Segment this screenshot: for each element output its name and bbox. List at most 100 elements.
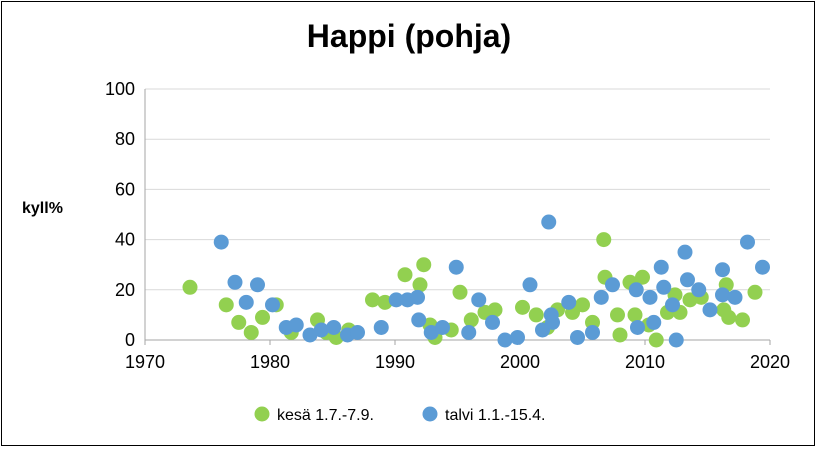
data-point	[448, 259, 464, 275]
data-point	[515, 299, 530, 315]
y-tick-label: 0	[125, 330, 135, 350]
x-tick-label: 2010	[625, 352, 665, 372]
data-point	[627, 307, 643, 323]
data-point	[213, 234, 229, 250]
data-point	[452, 284, 468, 300]
data-point	[497, 332, 513, 348]
data-point	[487, 302, 503, 318]
y-tick-label: 40	[115, 230, 135, 250]
data-point	[630, 319, 645, 335]
data-point	[412, 277, 428, 293]
y-tick-label: 20	[115, 280, 135, 300]
data-point	[648, 332, 664, 348]
data-point	[593, 289, 609, 305]
data-point	[570, 329, 585, 345]
data-point	[435, 319, 450, 335]
data-point	[313, 322, 329, 338]
data-point	[461, 324, 477, 340]
data-point	[522, 277, 538, 293]
data-point	[373, 319, 389, 335]
data-point	[715, 262, 730, 278]
x-tick-labels: 1970 1980 1990 2000 2010 2020	[125, 352, 790, 372]
data-point	[677, 244, 693, 260]
data-point	[250, 277, 265, 293]
data-point	[397, 267, 413, 283]
data-point	[410, 289, 425, 305]
data-point	[735, 312, 750, 328]
data-point	[646, 314, 662, 330]
x-tick-label: 1980	[250, 352, 290, 372]
y-tick-label: 80	[115, 129, 135, 149]
data-point	[747, 284, 763, 300]
data-point	[635, 269, 650, 285]
data-point	[682, 292, 698, 308]
data-point	[377, 294, 393, 310]
data-point	[605, 277, 620, 293]
data-point	[680, 272, 695, 288]
data-point	[561, 294, 577, 310]
y-axis-label: kyll%	[22, 200, 63, 217]
data-point	[575, 297, 590, 313]
data-point	[727, 289, 743, 305]
data-point	[628, 282, 644, 298]
y-tick-label: 60	[115, 179, 135, 199]
data-point	[238, 294, 254, 310]
axes	[144, 89, 771, 345]
chart-title: Happi (pohja)	[306, 18, 512, 54]
legend-label: talvi 1.1.-15.4.	[445, 407, 546, 424]
y-tick-label: 100	[105, 79, 135, 99]
data-point	[653, 259, 669, 275]
data-point	[471, 292, 487, 308]
data-points	[182, 214, 770, 348]
data-point	[528, 307, 544, 323]
data-point	[485, 314, 500, 330]
gridlines	[145, 88, 770, 291]
data-point	[302, 327, 318, 343]
legend-marker	[422, 406, 438, 422]
data-point	[702, 302, 718, 318]
data-point	[755, 259, 770, 275]
data-point	[463, 312, 479, 328]
data-point	[721, 309, 737, 325]
x-tick-label: 2020	[750, 352, 790, 372]
data-point	[585, 324, 600, 340]
x-tick-label: 1990	[375, 352, 415, 372]
data-point	[668, 332, 684, 348]
data-point	[365, 292, 380, 308]
x-tick-label: 1970	[125, 352, 165, 372]
data-point	[642, 289, 658, 305]
data-point	[541, 214, 557, 230]
data-point	[265, 297, 280, 313]
data-point	[665, 297, 680, 313]
data-point	[545, 314, 560, 330]
data-point	[326, 319, 342, 335]
data-point	[255, 309, 270, 325]
data-point	[612, 327, 628, 343]
data-point	[656, 279, 672, 295]
x-tick-label: 2000	[500, 352, 540, 372]
legend: kesä 1.7.-7.9. talvi 1.1.-15.4.	[254, 406, 546, 424]
data-point	[510, 329, 525, 345]
legend-marker	[254, 406, 270, 422]
data-point	[596, 232, 612, 248]
legend-label: kesä 1.7.-7.9.	[277, 407, 374, 424]
data-point	[691, 282, 707, 298]
data-point	[610, 307, 625, 323]
data-point	[416, 257, 432, 273]
data-point	[288, 317, 304, 333]
data-point	[350, 324, 365, 340]
data-point	[411, 312, 427, 328]
data-point	[182, 279, 198, 295]
series-1	[213, 214, 770, 348]
data-point	[243, 324, 259, 340]
y-tick-labels: 0 20 40 60 80 100	[105, 79, 135, 350]
data-point	[227, 274, 243, 290]
data-point	[715, 287, 730, 303]
data-point	[740, 234, 755, 250]
data-point	[218, 297, 234, 313]
data-point	[231, 314, 247, 330]
data-point	[423, 324, 439, 340]
data-point	[388, 292, 404, 308]
